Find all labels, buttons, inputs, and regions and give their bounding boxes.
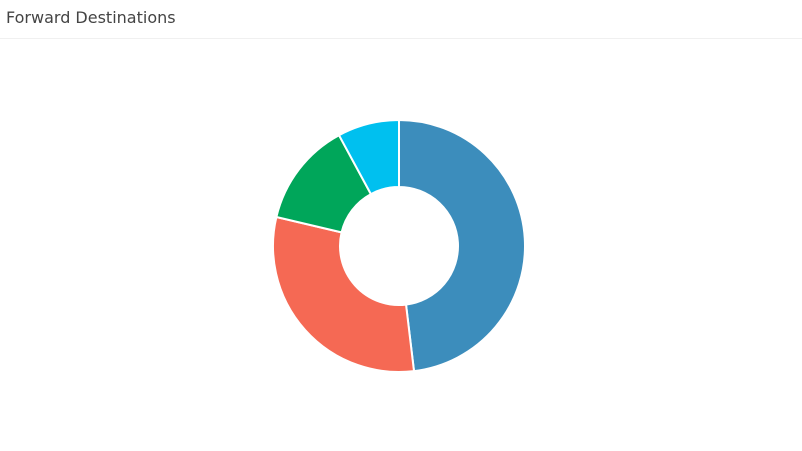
doughnut-slice (398, 118, 526, 373)
panel-title: Forward Destinations (6, 8, 176, 27)
doughnut-slice (337, 118, 400, 196)
chart (272, 118, 526, 373)
doughnut-slice (272, 215, 416, 373)
panel-header: Forward Destinations (0, 0, 802, 39)
